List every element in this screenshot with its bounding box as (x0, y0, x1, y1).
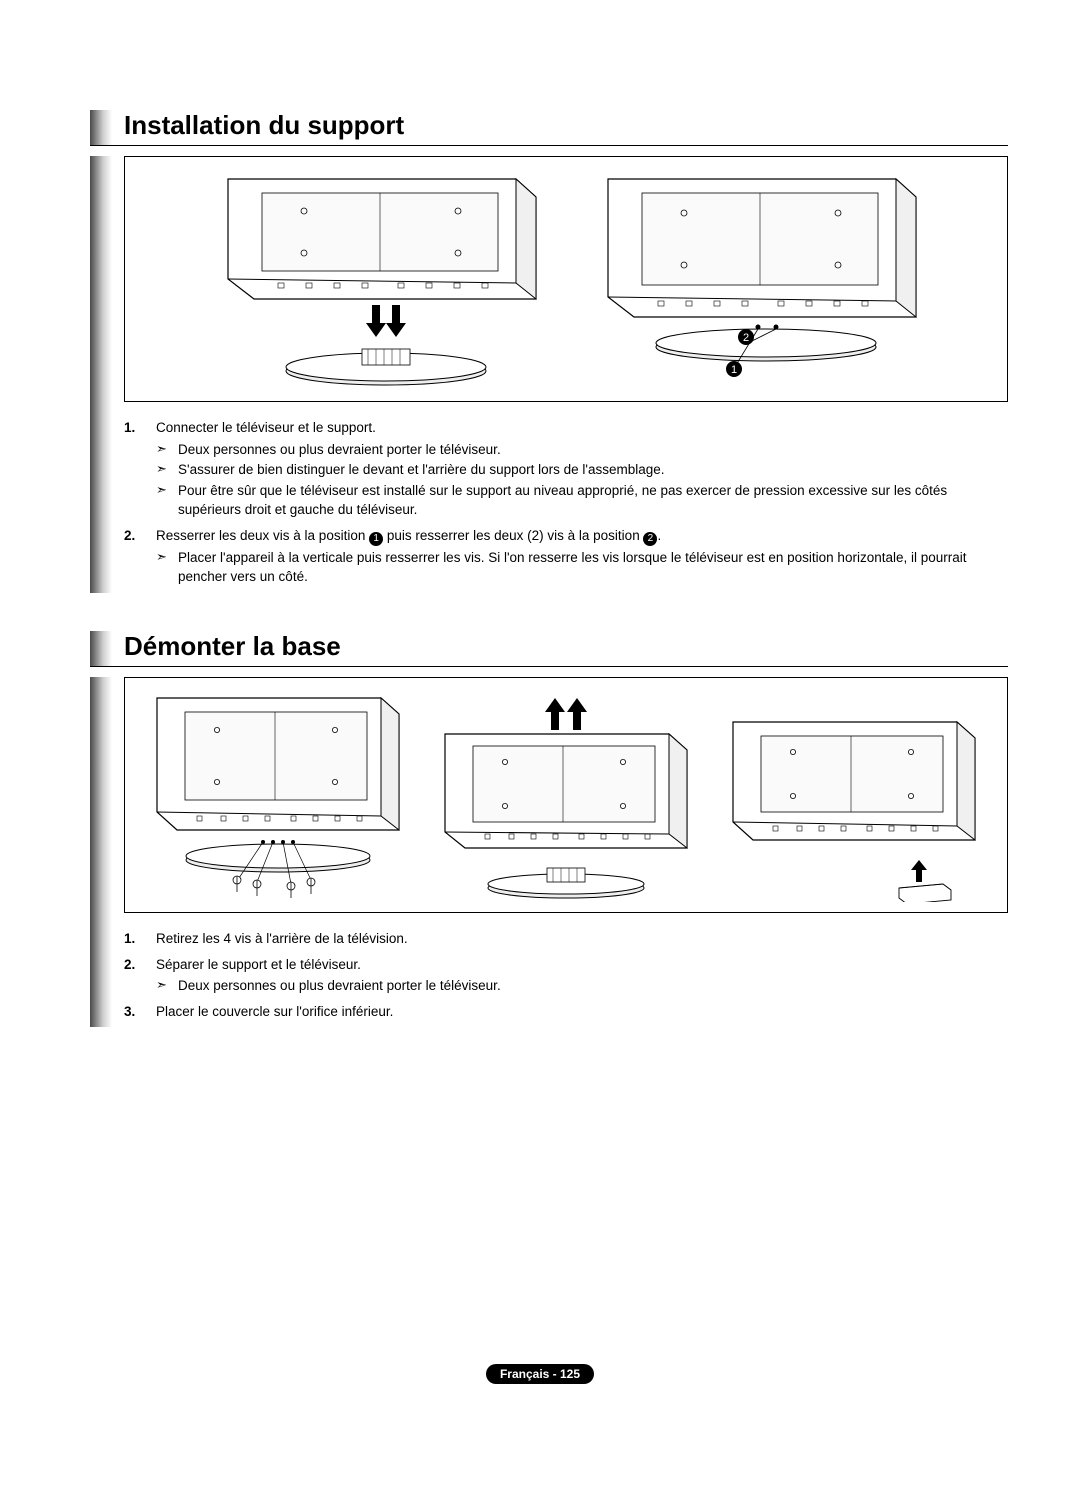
step-body: Resserrer les deux vis à la position 1 p… (156, 526, 1008, 587)
install-figure-1 (206, 171, 546, 391)
tv-mounted-diagram: 2 1 (586, 171, 926, 391)
sub-bullet-icon: ➣ (156, 548, 178, 587)
sub-text: Deux personnes ou plus devraient porter … (178, 440, 1008, 460)
disconnect-figure-box (124, 677, 1008, 913)
sub-bullet-icon: ➣ (156, 976, 178, 996)
sub-text: Deux personnes ou plus devraient porter … (178, 976, 1008, 996)
install-content: 2 1 1. Connecter le téléviseur et le sup… (124, 156, 1008, 593)
sub-item: ➣Pour être sûr que le téléviseur est ins… (156, 481, 1008, 520)
footer-page: 125 (560, 1367, 580, 1381)
sub-text: Pour être sûr que le téléviseur est inst… (178, 481, 1008, 520)
step-body: Connecter le téléviseur et le support. ➣… (156, 418, 1008, 520)
circled-number-icon: 1 (369, 532, 383, 546)
sub-bullet-icon: ➣ (156, 440, 178, 460)
disconnect-steps-list: 1. Retirez les 4 vis à l'arrière de la t… (124, 929, 1008, 1021)
step-number: 3. (124, 1002, 156, 1022)
step-body: Séparer le support et le téléviseur. ➣De… (156, 955, 1008, 996)
disconnect-section-header: Démonter la base (90, 631, 1008, 667)
step-number: 2. (124, 955, 156, 996)
sub-list: ➣Placer l'appareil à la verticale puis r… (156, 548, 1008, 587)
sub-list: ➣Deux personnes ou plus devraient porter… (156, 976, 1008, 996)
sub-text: Placer l'appareil à la verticale puis re… (178, 548, 1008, 587)
section-accent-bar (90, 677, 112, 1027)
install-figure-2: 2 1 (586, 171, 926, 391)
sub-item: ➣Deux personnes ou plus devraient porter… (156, 440, 1008, 460)
circled-number-icon: 2 (643, 532, 657, 546)
install-figure-box: 2 1 (124, 156, 1008, 402)
step-text: Séparer le support et le téléviseur. (156, 957, 361, 972)
step-text: Placer le couvercle sur l'orifice inféri… (156, 1004, 393, 1019)
header-accent-bar (90, 631, 112, 666)
disconnect-section: 1. Retirez les 4 vis à l'arrière de la t… (90, 677, 1008, 1027)
list-item: 2. Resserrer les deux vis à la position … (124, 526, 1008, 587)
step-text: Retirez les 4 vis à l'arrière de la télé… (156, 931, 408, 946)
step-body: Placer le couvercle sur l'orifice inféri… (156, 1002, 1008, 1022)
footer-pill: Français - 125 (486, 1364, 594, 1384)
install-steps-list: 1. Connecter le téléviseur et le support… (124, 418, 1008, 587)
step-number: 2. (124, 526, 156, 587)
sub-text: S'assurer de bien distinguer le devant e… (178, 460, 1008, 480)
install-section: 2 1 1. Connecter le téléviseur et le sup… (90, 156, 1008, 593)
tv-lifted-diagram (431, 692, 701, 902)
step-number: 1. (124, 418, 156, 520)
list-item: 1. Retirez les 4 vis à l'arrière de la t… (124, 929, 1008, 949)
sub-bullet-icon: ➣ (156, 460, 178, 480)
step-body: Retirez les 4 vis à l'arrière de la télé… (156, 929, 1008, 949)
page-footer: Français - 125 (0, 1364, 1080, 1384)
footer-sep: - (549, 1367, 560, 1381)
step-text-part: Resserrer les deux vis à la position (156, 528, 369, 543)
tv-cover-diagram (719, 692, 989, 902)
header-accent-bar (90, 110, 112, 145)
disconnect-figure-1 (143, 692, 413, 902)
install-title: Installation du support (124, 110, 404, 145)
tv-with-stand-diagram (206, 171, 546, 391)
svg-text:1: 1 (731, 364, 737, 376)
step-number: 1. (124, 929, 156, 949)
list-item: 2. Séparer le support et le téléviseur. … (124, 955, 1008, 996)
list-item: 3. Placer le couvercle sur l'orifice inf… (124, 1002, 1008, 1022)
disconnect-content: 1. Retirez les 4 vis à l'arrière de la t… (124, 677, 1008, 1027)
sub-item: ➣Deux personnes ou plus devraient porter… (156, 976, 1008, 996)
sub-item: ➣Placer l'appareil à la verticale puis r… (156, 548, 1008, 587)
step-text-part: puis resserrer les deux (2) vis à la pos… (383, 528, 643, 543)
footer-lang: Français (500, 1367, 549, 1381)
step-text: Connecter le téléviseur et le support. (156, 420, 376, 435)
section-accent-bar (90, 156, 112, 593)
disconnect-title: Démonter la base (124, 631, 341, 666)
sub-item: ➣S'assurer de bien distinguer le devant … (156, 460, 1008, 480)
sub-bullet-icon: ➣ (156, 481, 178, 520)
disconnect-figure-2 (431, 692, 701, 902)
tv-on-stand-screws-diagram (143, 692, 413, 902)
svg-text:2: 2 (743, 332, 749, 344)
sub-list: ➣Deux personnes ou plus devraient porter… (156, 440, 1008, 520)
list-item: 1. Connecter le téléviseur et le support… (124, 418, 1008, 520)
install-section-header: Installation du support (90, 110, 1008, 146)
disconnect-figure-3 (719, 692, 989, 902)
step-text-part: . (657, 528, 661, 543)
